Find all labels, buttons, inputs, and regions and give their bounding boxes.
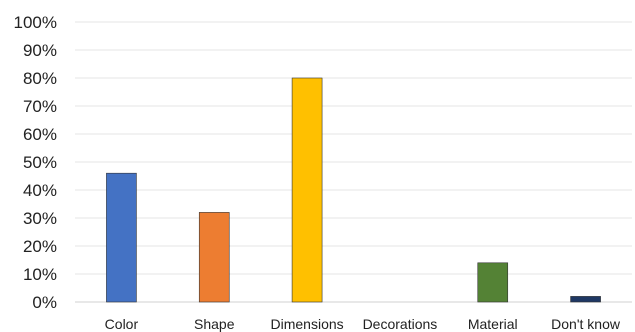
- x-category-label: Don't know: [551, 316, 621, 332]
- y-tick-label: 20%: [23, 237, 57, 256]
- y-tick-label: 0%: [32, 293, 57, 312]
- y-tick-label: 70%: [23, 97, 57, 116]
- bar-color: [106, 172, 137, 303]
- bar-shape: [198, 212, 230, 303]
- bar-material: [477, 262, 509, 303]
- y-tick-label: 30%: [23, 209, 57, 228]
- x-category-label: Shape: [194, 316, 235, 332]
- y-tick-label: 10%: [23, 265, 57, 284]
- y-tick-label: 40%: [23, 181, 57, 200]
- x-axis-category-labels: Color Shape Dimensions Decorations Material D…: [105, 316, 621, 332]
- bars: [106, 77, 601, 303]
- x-category-label: Color: [105, 316, 139, 332]
- x-category-label: Dimensions: [271, 316, 344, 332]
- y-axis-tick-labels: 0% 10% 20% 30% 40% 50% 60% 70% 80% 90% 100%: [14, 13, 57, 312]
- y-tick-label: 90%: [23, 41, 57, 60]
- y-tick-label: 100%: [14, 13, 57, 32]
- x-category-label: Decorations: [363, 316, 438, 332]
- y-tick-label: 80%: [23, 69, 57, 88]
- y-tick-label: 50%: [23, 153, 57, 172]
- y-tick-label: 60%: [23, 125, 57, 144]
- x-category-label: Material: [468, 316, 518, 332]
- bar-don-t-know: [570, 296, 601, 303]
- gridlines: [75, 21, 632, 303]
- bar-dimensions: [291, 77, 323, 303]
